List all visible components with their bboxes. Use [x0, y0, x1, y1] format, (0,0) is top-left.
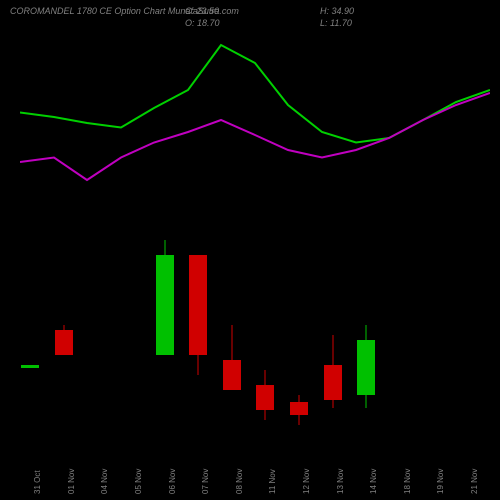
chart-header: COROMANDEL 1780 CE Option Chart MunafaSu…	[10, 6, 490, 16]
x-axis-label: 12 Nov	[302, 469, 311, 494]
x-axis-label: 04 Nov	[100, 469, 109, 494]
candle-body	[357, 340, 375, 395]
x-axis-label: 05 Nov	[134, 469, 143, 494]
x-axis-label: 21 Nov	[470, 469, 479, 494]
candle-body	[21, 365, 39, 368]
x-axis-label: 01 Nov	[67, 469, 76, 494]
x-axis-label: 08 Nov	[235, 469, 244, 494]
candle-body	[156, 255, 174, 355]
candle	[156, 30, 174, 450]
candle	[357, 30, 375, 450]
x-axis-label: 06 Nov	[168, 469, 177, 494]
candle	[290, 30, 308, 450]
chart-plot-area	[20, 30, 490, 450]
x-axis-label: 19 Nov	[436, 469, 445, 494]
candle-body	[324, 365, 342, 400]
candle-body	[55, 330, 73, 355]
candlestick-layer	[20, 30, 490, 450]
candle	[324, 30, 342, 450]
x-axis-label: 14 Nov	[369, 469, 378, 494]
low-value: L: 11.70	[320, 18, 352, 28]
candle-body	[189, 255, 207, 355]
open-value: O: 18.70	[185, 18, 220, 28]
candle-body	[223, 360, 241, 390]
candle	[256, 30, 274, 450]
x-axis: 31 Oct 01 Nov 04 Nov 05 Nov 06 Nov 07 Nov 08 N…	[20, 452, 490, 500]
x-axis-label: 18 Nov	[403, 469, 412, 494]
candle	[223, 30, 241, 450]
high-value: H: 34.90	[320, 6, 354, 16]
candle	[189, 30, 207, 450]
candle-body	[290, 402, 308, 415]
x-axis-label: 13 Nov	[336, 469, 345, 494]
x-axis-label: 31 Oct	[33, 470, 42, 494]
close-value: C: 23.50	[185, 6, 219, 16]
x-axis-label: 07 Nov	[201, 469, 210, 494]
candle	[21, 30, 39, 450]
candle-body	[256, 385, 274, 410]
candle	[55, 30, 73, 450]
x-axis-label: 11 Nov	[268, 469, 277, 494]
